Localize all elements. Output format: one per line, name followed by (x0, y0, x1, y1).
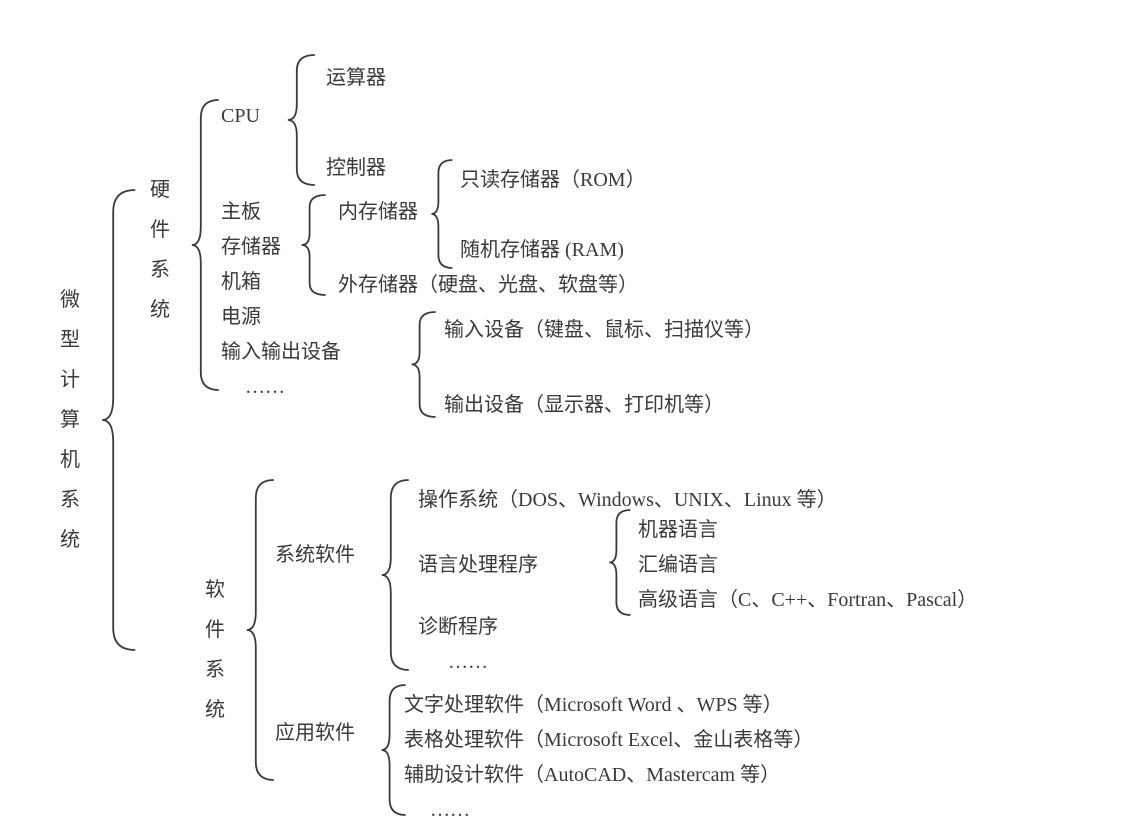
node-hw-etc: …… (245, 377, 285, 397)
node-mem-int: 内存储器 (338, 202, 418, 222)
node-diag: 诊断程序 (418, 617, 498, 637)
hardware-brace (190, 100, 226, 390)
node-sys-etc: …… (448, 652, 488, 672)
lang-brace (608, 510, 636, 615)
node-assembly: 汇编语言 (638, 555, 718, 575)
node-case: 机箱 (221, 272, 261, 292)
node-rom: 只读存储器（ROM） (460, 170, 646, 190)
mem-int-brace (430, 160, 458, 268)
app-sw-brace (380, 685, 412, 815)
node-mainboard: 主板 (221, 202, 261, 222)
root-brace (100, 190, 144, 650)
node-app-etc: …… (430, 800, 470, 820)
node-wordproc: 文字处理软件（Microsoft Word 、WPS 等） (404, 695, 783, 715)
node-highlvl: 高级语言（C、C++、Fortran、Pascal） (638, 590, 977, 610)
node-in-dev: 输入设备（键盘、鼠标、扫描仪等） (444, 320, 764, 340)
node-power: 电源 (221, 307, 261, 327)
node-os: 操作系统（DOS、Windows、UNIX、Linux 等） (418, 490, 837, 510)
diagram-canvas: 微型计算机系统 硬件系统 软件系统 CPU 主板 存储器 机箱 电源 输入输出设… (0, 0, 1126, 834)
software-label: 软件系统 (205, 570, 225, 730)
node-io: 输入输出设备 (221, 342, 341, 362)
sys-sw-brace (380, 480, 416, 670)
hardware-label: 硬件系统 (150, 170, 170, 330)
node-cpu: CPU (221, 106, 260, 126)
node-cad: 辅助设计软件（AutoCAD、Mastercam 等） (404, 765, 780, 785)
node-out-dev: 输出设备（显示器、打印机等） (444, 395, 724, 415)
node-storage: 存储器 (221, 237, 281, 257)
node-app-sw: 应用软件 (275, 723, 355, 743)
node-cpu-alu: 运算器 (326, 68, 386, 88)
node-mem-ext: 外存储器（硬盘、光盘、软盘等） (338, 275, 638, 295)
node-ram: 随机存储器 (RAM) (460, 240, 624, 260)
node-cpu-ctrl: 控制器 (326, 158, 386, 178)
node-lang: 语言处理程序 (418, 555, 538, 575)
node-spread: 表格处理软件（Microsoft Excel、金山表格等） (404, 730, 813, 750)
storage-brace (300, 195, 332, 295)
io-brace (410, 312, 442, 417)
root-label: 微型计算机系统 (60, 280, 80, 560)
node-sys-sw: 系统软件 (275, 545, 355, 565)
node-machine: 机器语言 (638, 520, 718, 540)
software-brace (245, 480, 281, 780)
cpu-brace (286, 55, 322, 185)
